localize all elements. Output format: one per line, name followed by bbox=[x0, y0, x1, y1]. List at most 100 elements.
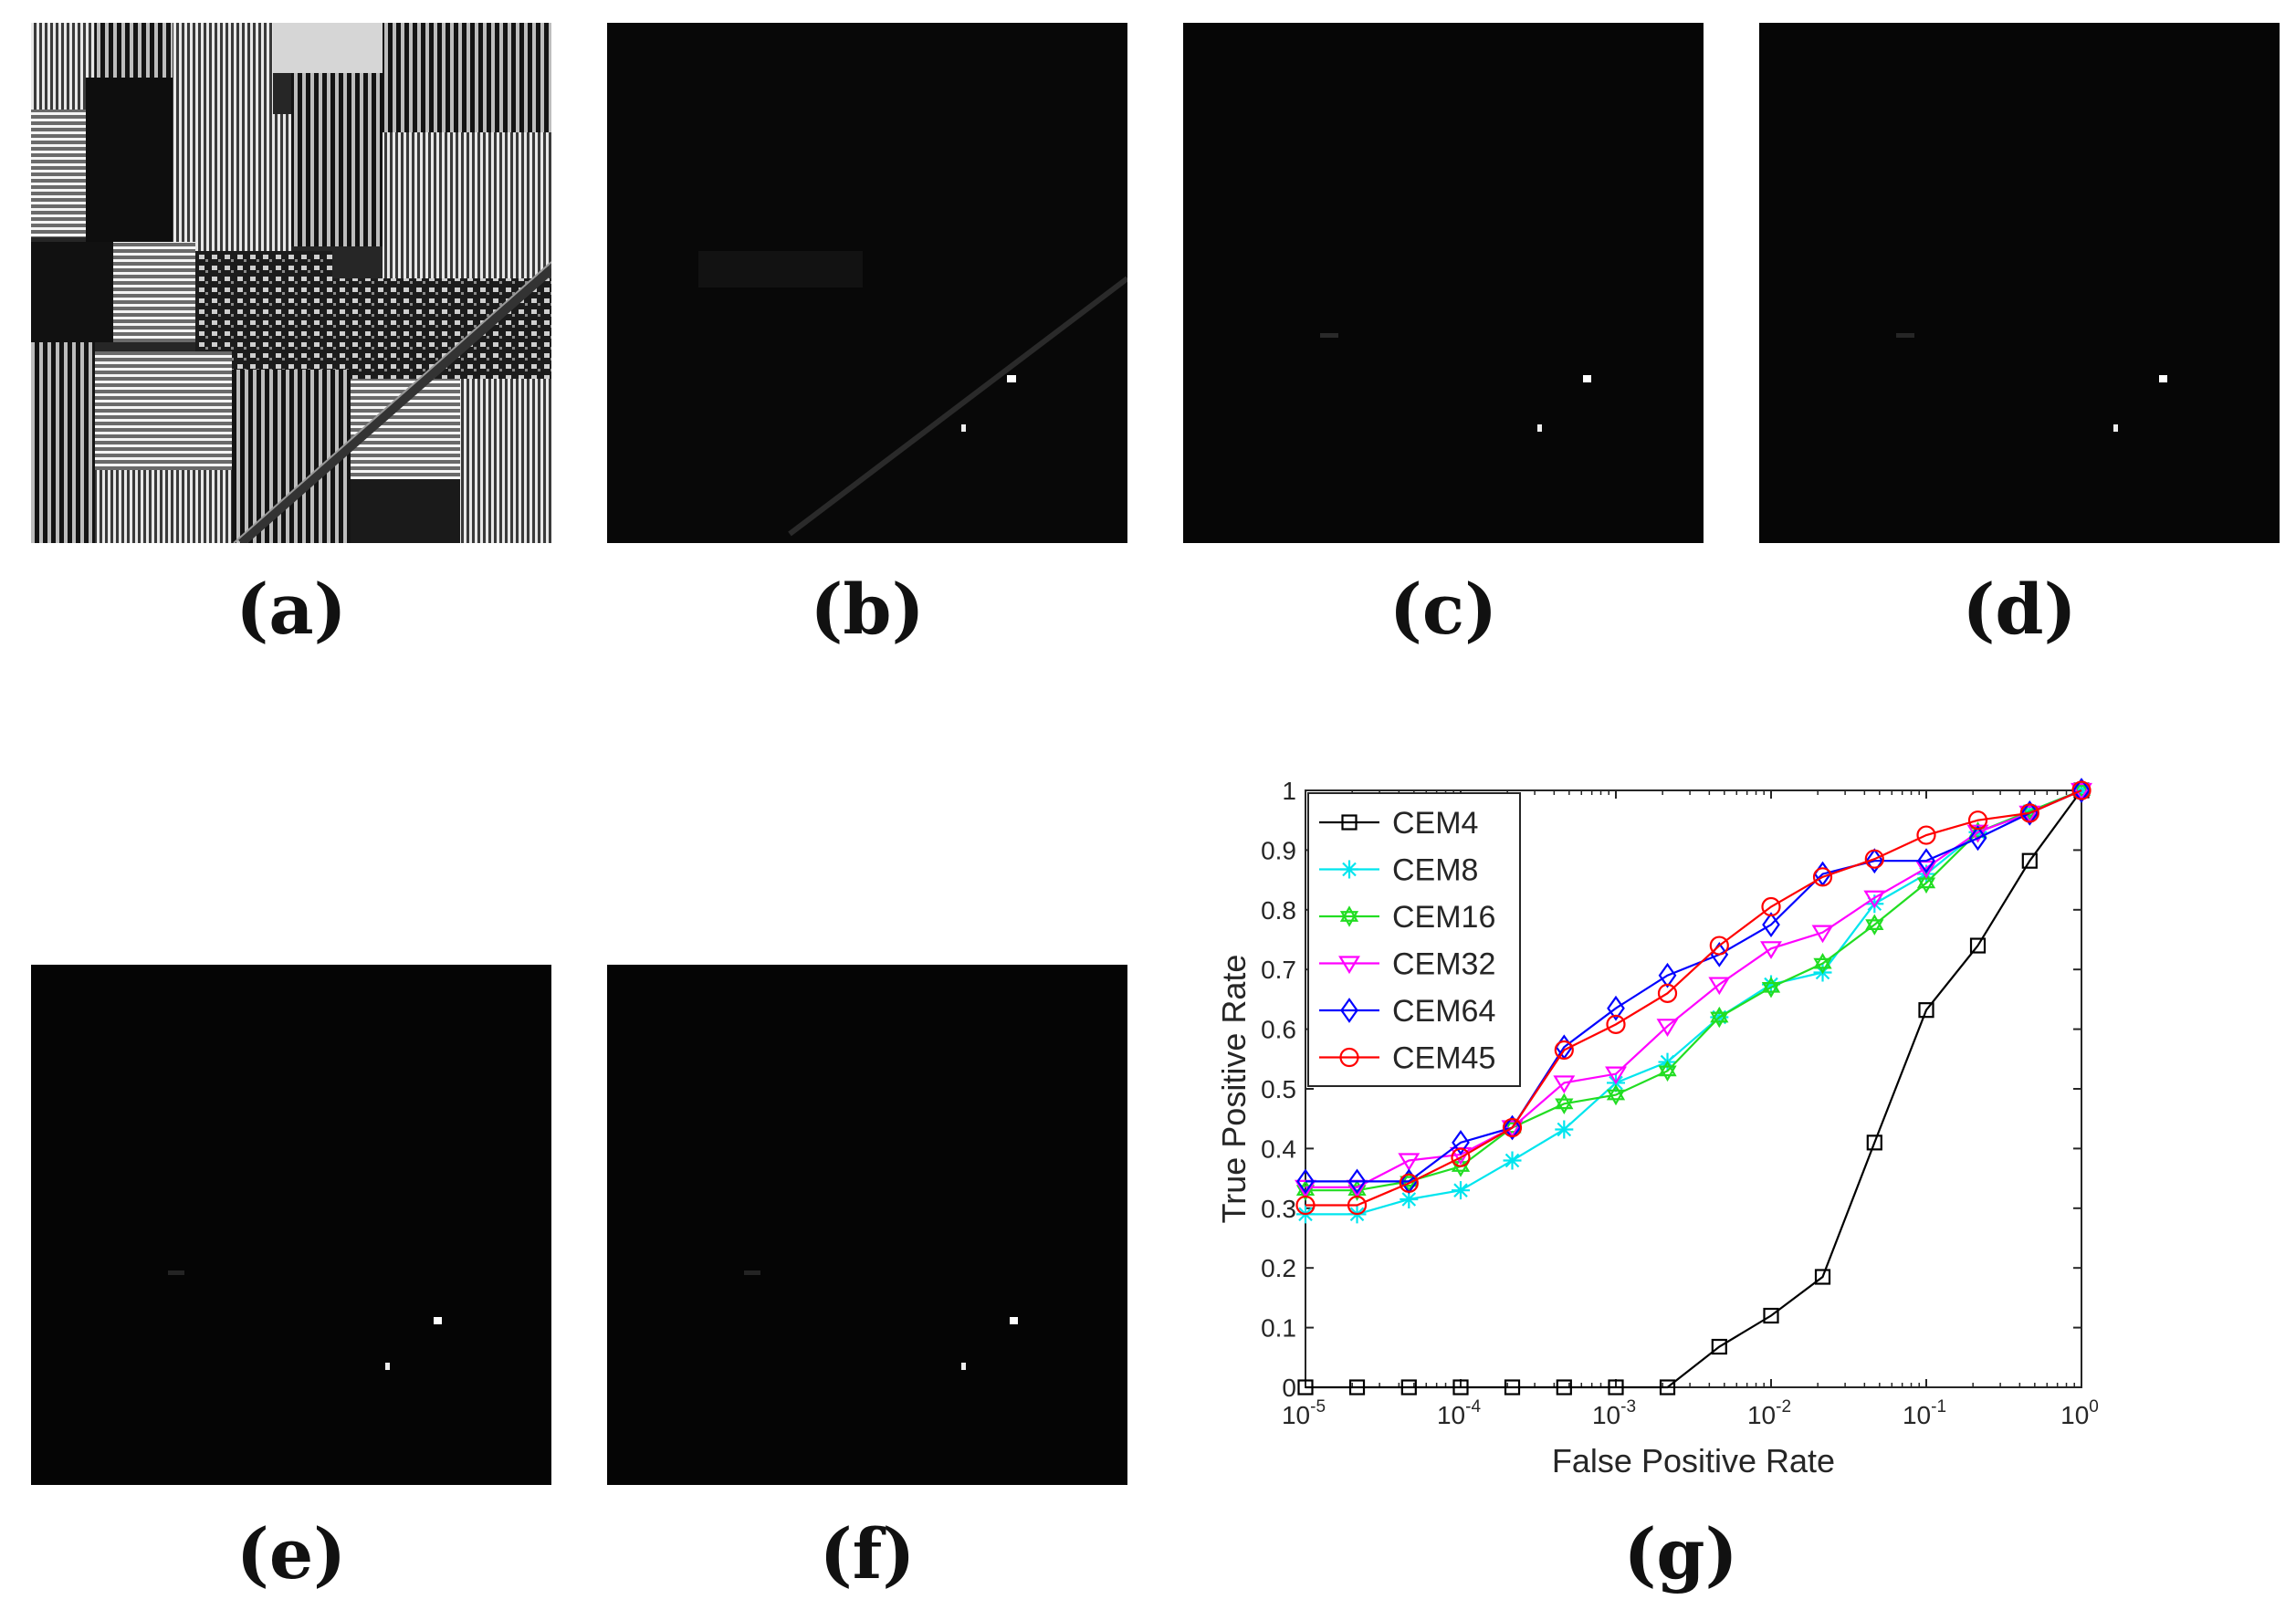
data-point bbox=[1503, 1151, 1522, 1170]
x-tick-exponent: -5 bbox=[1310, 1397, 1326, 1417]
hexagram-part bbox=[2071, 779, 2092, 796]
legend-box bbox=[1307, 792, 1521, 1087]
y-tick-label: 0.3 bbox=[1261, 1195, 1296, 1223]
y-tick-label: 0.4 bbox=[1261, 1134, 1296, 1163]
data-point bbox=[1761, 977, 1781, 998]
panel-f-image bbox=[607, 965, 1127, 1485]
panel-e-image bbox=[31, 965, 551, 1485]
hexagram-part bbox=[1710, 1011, 1729, 1029]
data-point bbox=[1554, 1040, 1574, 1061]
hexagram-part bbox=[1400, 1176, 1419, 1193]
data-point bbox=[1452, 1129, 1470, 1155]
label-f: (f) bbox=[819, 1513, 916, 1594]
data-point bbox=[1659, 1379, 1676, 1396]
detection-map-b bbox=[607, 23, 1127, 543]
panel-b-image bbox=[607, 23, 1127, 543]
data-point bbox=[1297, 1379, 1314, 1396]
legend-label: CEM16 bbox=[1392, 900, 1495, 935]
x-tick-label: 10-1 bbox=[1903, 1397, 1946, 1429]
y-tick-label: 0.5 bbox=[1261, 1075, 1296, 1103]
x-tick-label: 10-5 bbox=[1282, 1397, 1326, 1429]
hexagram-part bbox=[1710, 1006, 1729, 1023]
hexagram-part bbox=[1761, 977, 1781, 993]
label-g: (g) bbox=[1623, 1513, 1738, 1594]
x-tick-exponent: -4 bbox=[1465, 1397, 1481, 1417]
data-point bbox=[1400, 1189, 1419, 1208]
detection-map-e bbox=[31, 965, 551, 1485]
data-point bbox=[1865, 894, 1884, 914]
data-point bbox=[2020, 800, 2039, 826]
legend-item-cem32: CEM32 bbox=[1319, 947, 1495, 982]
x-axis-label: False Positive Rate bbox=[1552, 1442, 1835, 1479]
y-tick-label: 0 bbox=[1282, 1374, 1296, 1402]
detection-map-f bbox=[607, 965, 1127, 1485]
panel-d-image bbox=[1759, 23, 2280, 543]
data-point bbox=[1606, 1014, 1626, 1034]
hexagram-part bbox=[1555, 1092, 1574, 1110]
hexagram-part bbox=[1295, 1185, 1316, 1201]
data-point bbox=[1608, 1379, 1624, 1396]
hexagram-part bbox=[1865, 919, 1884, 936]
x-tick-label: 10-2 bbox=[1747, 1397, 1791, 1429]
label-e: (e) bbox=[236, 1513, 347, 1594]
data-point bbox=[1347, 1195, 1368, 1216]
data-point bbox=[1503, 1114, 1522, 1141]
legend-marker bbox=[1339, 1047, 1359, 1068]
x-tick-exponent: -3 bbox=[1620, 1397, 1636, 1417]
hexagram-part bbox=[1339, 911, 1359, 927]
data-point bbox=[1763, 1307, 1779, 1324]
series-cem4 bbox=[1297, 782, 2090, 1396]
data-point bbox=[1295, 1195, 1316, 1216]
data-point bbox=[1916, 825, 1936, 845]
data-point bbox=[1866, 1134, 1882, 1151]
label-a: (a) bbox=[236, 569, 347, 650]
data-point bbox=[2071, 780, 2092, 800]
data-point bbox=[1863, 890, 1886, 909]
legend-label: CEM32 bbox=[1392, 947, 1495, 982]
x-tick-exponent: -1 bbox=[1931, 1397, 1946, 1417]
x-tick-base: 10 bbox=[1903, 1401, 1931, 1429]
x-tick-exponent: 0 bbox=[2089, 1397, 2099, 1417]
series-line bbox=[1305, 789, 2082, 1192]
x-tick-label: 10-3 bbox=[1592, 1397, 1636, 1429]
legend-item-cem4: CEM4 bbox=[1319, 806, 1478, 841]
detection-map-c bbox=[1183, 23, 1704, 543]
y-tick-label: 0.9 bbox=[1261, 836, 1296, 864]
data-point bbox=[1968, 825, 1987, 852]
detection-map-d bbox=[1759, 23, 2280, 543]
data-point bbox=[1605, 1066, 1627, 1085]
hexagram-part bbox=[1555, 1098, 1574, 1115]
hexagram-part bbox=[1865, 914, 1884, 930]
data-point bbox=[1347, 1168, 1367, 1195]
x-tick-base: 10 bbox=[2060, 1401, 2089, 1429]
data-point bbox=[1451, 1147, 1471, 1167]
legend-marker bbox=[1341, 814, 1358, 831]
data-point bbox=[1556, 1379, 1572, 1396]
data-point bbox=[1400, 1379, 1417, 1396]
label-b: (b) bbox=[810, 569, 925, 650]
x-tick-exponent: -2 bbox=[1776, 1397, 1791, 1417]
data-point bbox=[2021, 852, 2038, 869]
data-point bbox=[1760, 941, 1782, 959]
series-line bbox=[1305, 789, 2082, 1207]
hexagram-part bbox=[1658, 1065, 1677, 1082]
data-point bbox=[1918, 1002, 1934, 1019]
x-tick-label: 10-4 bbox=[1437, 1397, 1481, 1429]
y-tick-label: 0.1 bbox=[1261, 1314, 1296, 1343]
x-tick-base: 10 bbox=[1437, 1401, 1465, 1429]
data-point bbox=[1504, 1379, 1521, 1396]
legend-label: CEM8 bbox=[1392, 853, 1478, 888]
hexagram-part bbox=[1339, 905, 1359, 922]
data-point bbox=[1553, 1075, 1576, 1094]
data-point bbox=[1657, 983, 1678, 1003]
data-point bbox=[1762, 912, 1780, 938]
series-line bbox=[1305, 789, 2082, 1216]
data-point bbox=[1452, 1181, 1470, 1200]
legend-item-cem64: CEM64 bbox=[1319, 994, 1495, 1029]
data-point bbox=[1502, 1117, 1523, 1138]
panel-c-image bbox=[1183, 23, 1704, 543]
y-tick-label: 1 bbox=[1282, 777, 1296, 805]
data-point bbox=[2019, 803, 2039, 823]
data-point bbox=[1606, 1083, 1626, 1106]
